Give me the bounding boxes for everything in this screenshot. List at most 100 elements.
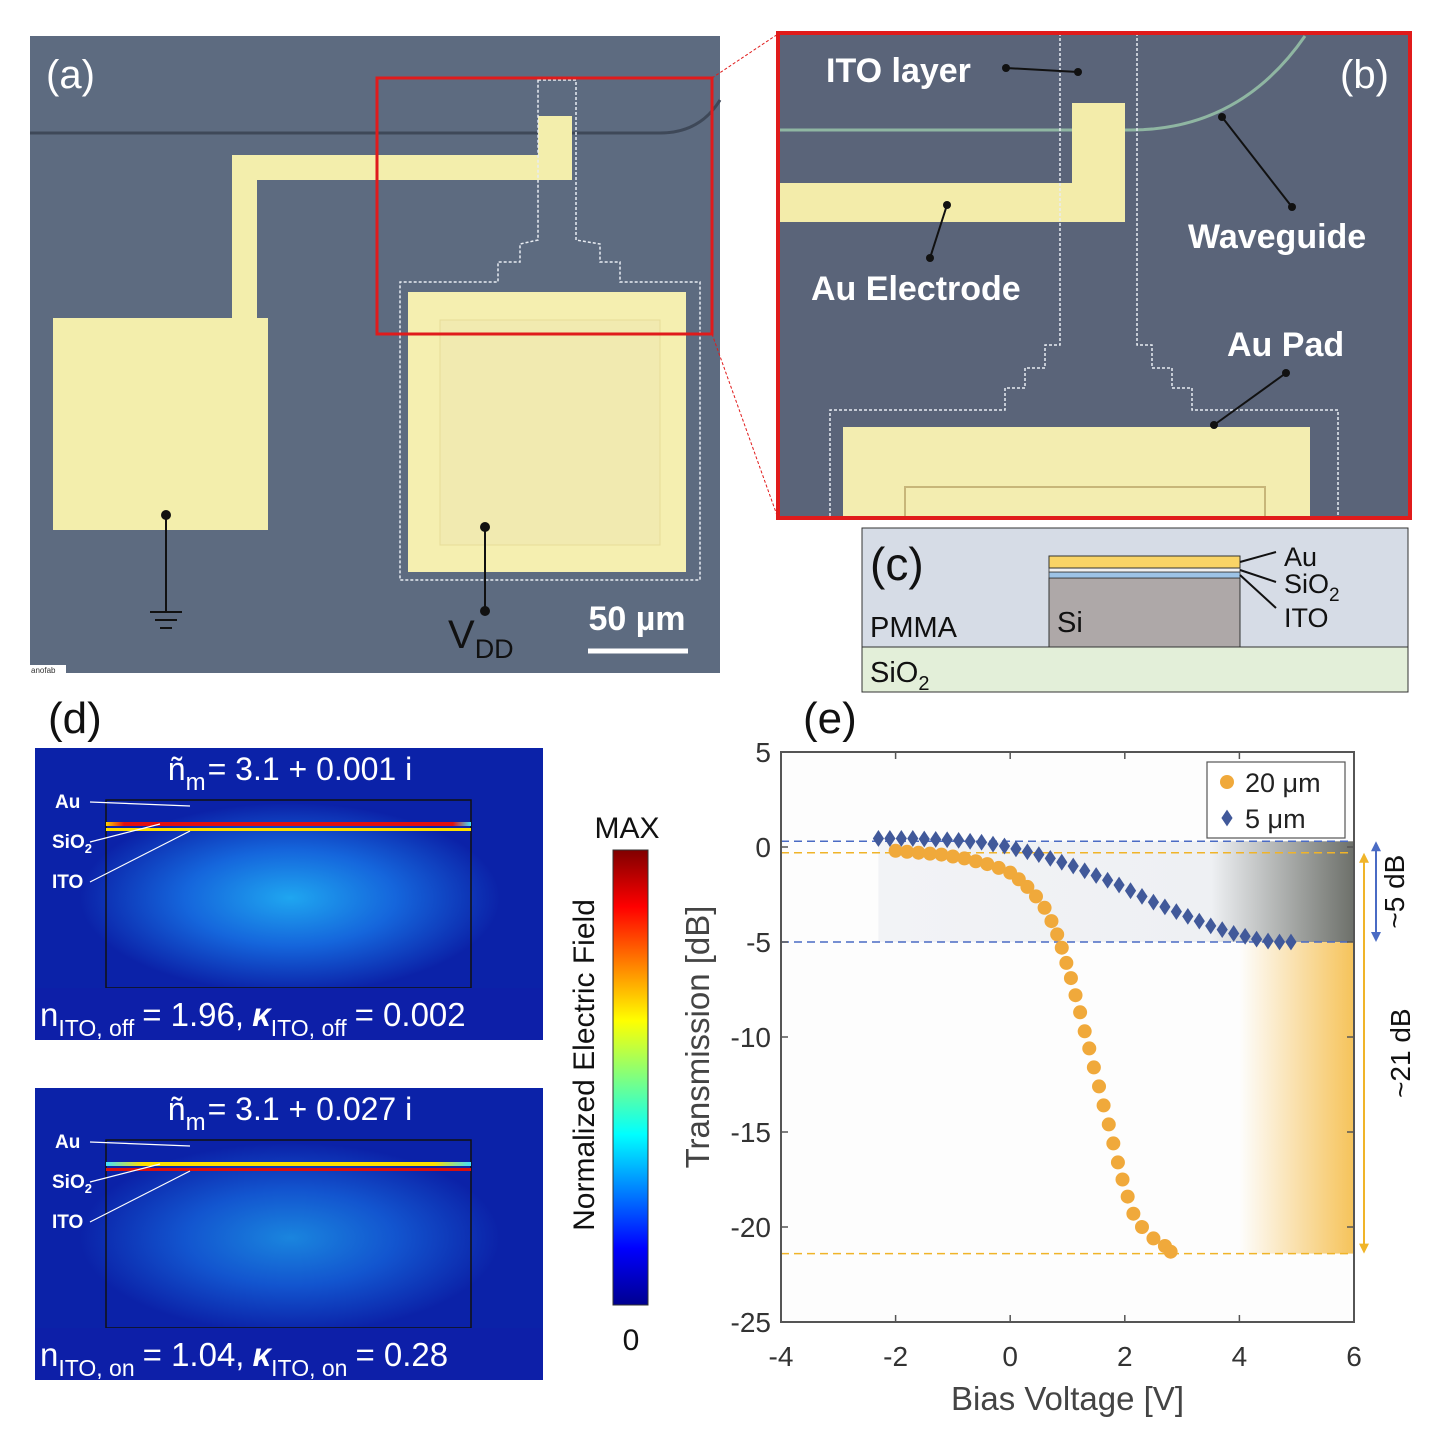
diamond-marker [895,830,907,847]
x-tick-label: -2 [883,1341,908,1372]
zoom-box [375,76,714,336]
subscript: ITO, on [58,1355,134,1381]
panel-c: (c) PMMA Si SiO2 Au SiO2 ITO [861,527,1409,695]
legend-box [1206,761,1346,839]
subscript: ITO, off [58,1015,134,1041]
y-tick-label: -10 [731,1022,771,1053]
leader [1221,116,1293,208]
diamond-marker [941,831,953,849]
diamond-marker [872,830,885,847]
layer-field [106,828,471,831]
ito-label: ITO [1284,603,1329,633]
circle-marker [1220,775,1234,789]
text: = 3.1 + 0.027 i [208,1091,413,1127]
text: ITO [52,1212,83,1233]
circle-marker [1110,1155,1125,1170]
vdd-main: V [448,613,475,657]
diamond-marker [975,833,988,851]
circle-marker [1028,889,1043,904]
x-tick-label: -4 [769,1341,794,1372]
y-tick-label: -25 [731,1307,771,1338]
legend-label: 20 μm [1245,768,1321,798]
diamond-marker [1056,853,1068,871]
diamond-marker [1170,903,1182,920]
substrate [861,646,1409,693]
diamond-marker [964,832,976,850]
y-tick-label: -5 [746,927,771,958]
diamond-marker [1113,876,1125,894]
node [161,510,171,520]
circle-marker [945,849,960,864]
text: Au [55,792,80,813]
panel-label: (c) [870,538,924,590]
symbol: κ [252,1336,272,1373]
ground-pad [53,318,268,530]
diamond-marker [930,831,942,848]
pad-inner [439,319,661,546]
text: Au [55,1132,80,1153]
diamond-marker [1044,850,1056,867]
subscript: m [186,1109,206,1136]
label-arrow [89,801,191,807]
leader [1005,67,1079,73]
node [480,606,490,616]
diamond-marker [1182,907,1194,925]
symbol: ñ [168,751,186,787]
waveguide [30,99,722,135]
panel-a: (a) VDD 50 µm anofab [30,36,722,675]
au-pad-label: Au Pad [1227,326,1344,364]
diamond-marker [1159,898,1171,916]
effective-index: ñm= 3.1 + 0.001 i [168,751,412,796]
diamond-marker [998,837,1011,855]
ito-layer-label: ITO layer [826,52,971,90]
circle-marker [980,857,995,872]
leader [1213,372,1287,426]
panel-label: (e) [803,694,857,743]
au-layer [1048,555,1241,569]
annotation: ~5 dB [1379,855,1410,929]
x-tick-label: 4 [1232,1341,1248,1372]
waveguide-label: Waveguide [1188,218,1366,256]
circle-marker [1077,1024,1092,1039]
diamond-marker [1124,882,1137,900]
y-tick-label: 0 [755,832,771,863]
electrode [778,103,1125,222]
diamond-marker [1285,933,1297,951]
circle-marker [1101,1117,1116,1132]
circle-marker [1146,1231,1161,1246]
effective-index: ñm= 3.1 + 0.027 i [168,1091,412,1136]
y-axis-label: Transmission [dB] [679,906,716,1169]
circle-marker [934,847,949,862]
subscript: 2 [85,841,92,856]
pad [843,427,1310,518]
diamond-marker [1228,925,1240,942]
diamond-marker [884,830,896,847]
diamond-marker [1136,888,1148,905]
watermark: anofab [31,666,56,675]
circle-marker [1020,879,1035,894]
zoom-line [711,33,779,79]
arrow-head [1359,1243,1369,1254]
subscript: 2 [918,673,929,695]
arrow-head [1359,852,1369,863]
x-tick-label: 6 [1346,1341,1362,1372]
circle-marker [1115,1172,1130,1187]
text: SiO [52,832,85,853]
vdd-sub: DD [475,634,514,664]
plot-frame [780,751,1355,1323]
diamond-marker [1250,930,1263,948]
subscript: 2 [85,1181,92,1196]
waveguide [778,35,1307,132]
diamond-marker [1021,843,1033,861]
layer-label: ITO [52,1212,83,1233]
circle-marker [1120,1189,1135,1204]
circle-marker [957,851,972,866]
circle-marker [1086,1060,1101,1075]
arrow-head [1371,932,1381,942]
circle-marker [1126,1206,1141,1221]
colorbar [612,849,649,1306]
si-block [1048,577,1241,648]
label-arrow [89,1163,161,1183]
diamond-marker [1273,933,1286,951]
